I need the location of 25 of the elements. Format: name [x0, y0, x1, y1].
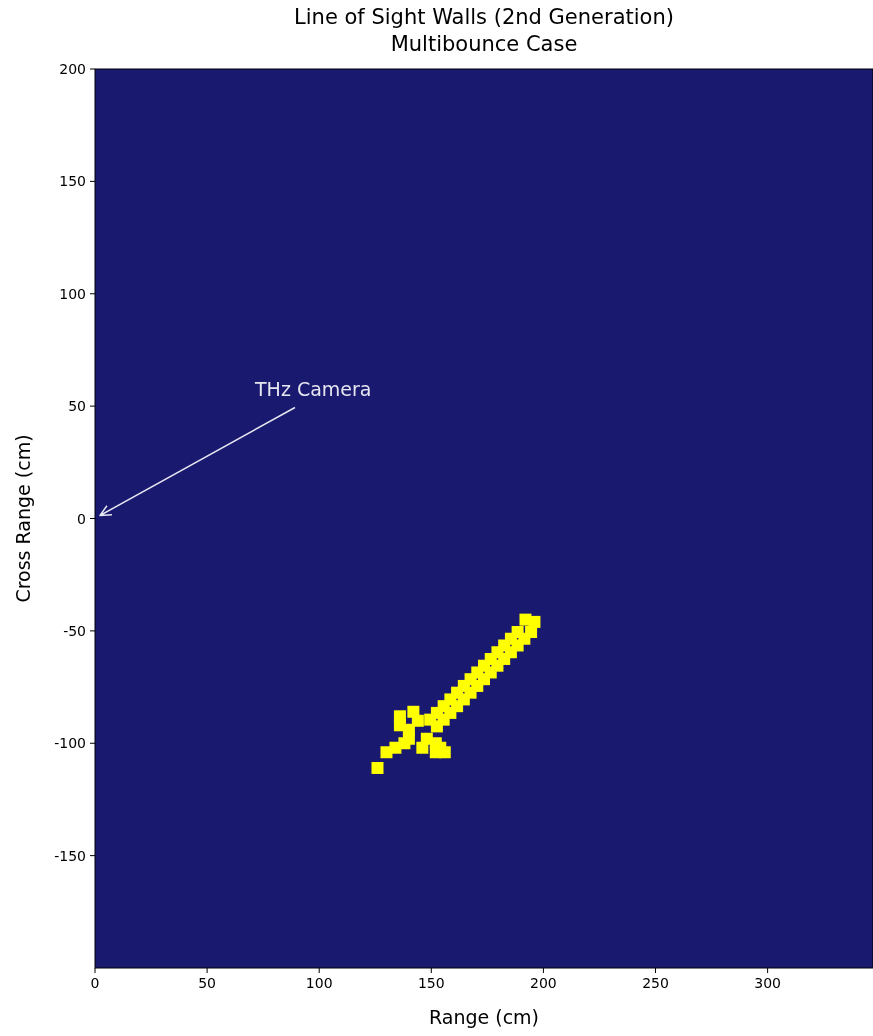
point	[519, 613, 532, 626]
y-tick-label: -150	[54, 847, 86, 864]
x-axis-title: Range (cm)	[428, 1006, 540, 1028]
y-tick-label: -100	[54, 735, 86, 752]
point	[398, 737, 411, 750]
x-tick-label: 150	[417, 975, 445, 991]
y-axis-title: Cross Range (cm)	[12, 434, 34, 603]
x-tick-label: 300	[754, 975, 781, 991]
point	[407, 705, 420, 718]
y-tick-label: 200	[59, 61, 86, 77]
y-tick-label: -50	[63, 622, 86, 639]
y-tick-label: 0	[77, 510, 86, 527]
y-tick-label: 100	[59, 285, 86, 302]
chart-title: Line of Sight Walls (2nd Generation) Multibounce Case	[294, 5, 674, 56]
point	[416, 741, 429, 754]
x-tick-label: 200	[530, 975, 557, 991]
x-tick-label: 0	[90, 975, 100, 991]
point	[393, 719, 406, 732]
x-tick-label: 100	[305, 975, 333, 991]
x-tick-label: 50	[198, 975, 217, 991]
annotation: THz Camera	[254, 377, 372, 400]
y-tick-label: 50	[68, 398, 86, 415]
x-tick-label: 250	[642, 975, 669, 991]
point	[371, 761, 384, 774]
y-tick-label: 150	[59, 173, 86, 190]
